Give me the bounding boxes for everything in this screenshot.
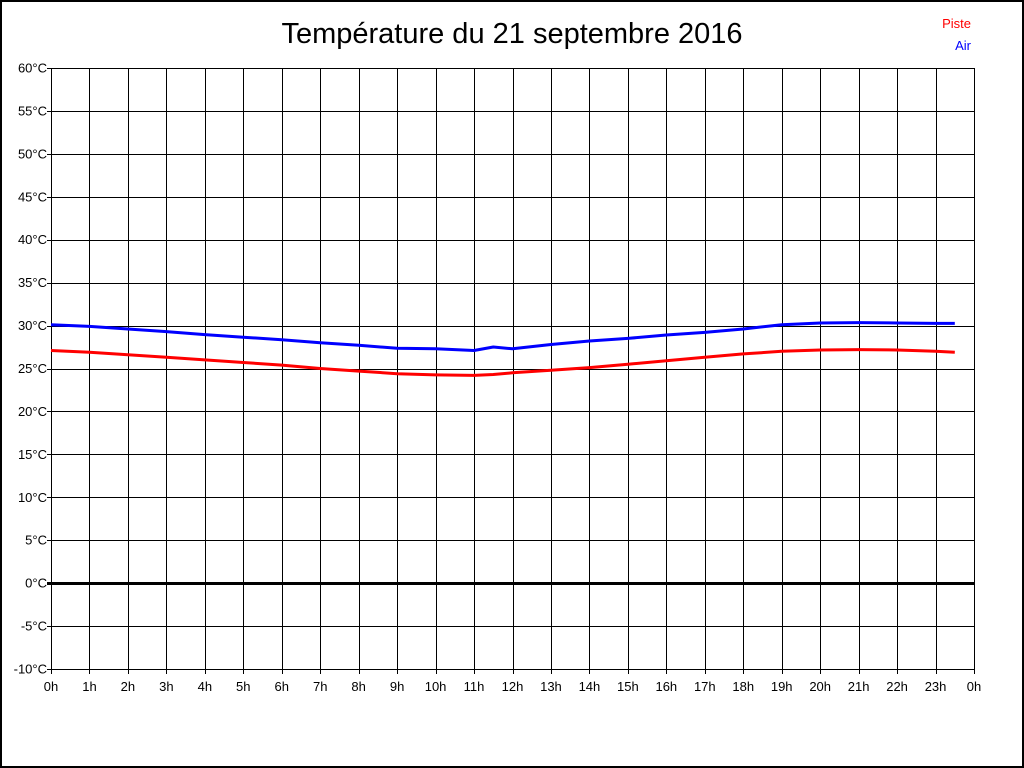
y-tick-label: 30°C	[18, 318, 47, 333]
y-tick-label: 0°C	[25, 576, 47, 591]
series-line-air	[50, 321, 955, 352]
x-tick-label: 11h	[464, 679, 485, 694]
y-tick-label: 5°C	[25, 533, 47, 548]
x-tick-label: 13h	[540, 679, 562, 694]
x-tick-label: 6h	[275, 679, 289, 694]
y-gridlines	[47, 68, 974, 670]
x-tick-labels: 0h 1h 2h 3h 4h 5h 6h 7h 8h 9h 10h 11h 12h 13h 14h 15h 16…	[44, 679, 981, 694]
y-tick-label: 40°C	[18, 232, 47, 247]
y-tick-label: 35°C	[18, 275, 47, 290]
y-tick-label: -10°C	[14, 662, 47, 677]
y-tick-label: 60°C	[18, 61, 47, 76]
x-tick-label: 23h	[925, 679, 947, 694]
y-tick-label: 25°C	[18, 361, 47, 376]
y-tick-label: 50°C	[18, 146, 47, 161]
x-tick-label: 9h	[390, 679, 404, 694]
x-tick-label: 4h	[198, 679, 212, 694]
y-tick-label: 15°C	[18, 447, 47, 462]
x-tick-label: 16h	[655, 679, 677, 694]
legend-item-air: Air	[955, 38, 971, 53]
x-tick-label: 14h	[579, 679, 601, 694]
x-tick-label: 22h	[886, 679, 908, 694]
x-tick-label: 3h	[159, 679, 173, 694]
y-tick-label: 55°C	[18, 103, 47, 118]
x-tick-label: 8h	[351, 679, 365, 694]
x-tick-label: 5h	[236, 679, 250, 694]
y-tick-label: 20°C	[18, 404, 47, 419]
x-tick-label: 1h	[82, 679, 96, 694]
x-tick-label: 20h	[809, 679, 831, 694]
y-tick-labels: 60°C 55°C 50°C 45°C 40°C 35°C 30°C 25°C 20°C 15°C…	[14, 61, 47, 677]
y-tick-label: 45°C	[18, 189, 47, 204]
y-tick-label: -5°C	[21, 619, 47, 634]
x-tick-label: 7h	[313, 679, 327, 694]
x-tick-label: 2h	[121, 679, 135, 694]
x-gridlines	[51, 68, 975, 674]
x-tick-label: 17h	[694, 679, 716, 694]
y-tick-label: 10°C	[18, 490, 47, 505]
x-tick-label: 10h	[425, 679, 447, 694]
series-line-piste	[50, 348, 955, 377]
legend-item-piste: Piste	[942, 16, 971, 31]
x-tick-label: 0h	[967, 679, 981, 694]
x-tick-label: 15h	[617, 679, 639, 694]
x-tick-label: 0h	[44, 679, 58, 694]
chart-title: Température du 21 septembre 2016	[281, 18, 743, 50]
x-tick-label: 18h	[732, 679, 754, 694]
x-tick-label: 21h	[848, 679, 870, 694]
x-tick-label: 19h	[771, 679, 793, 694]
legend: Piste Air	[942, 13, 971, 57]
x-tick-label: 12h	[502, 679, 524, 694]
